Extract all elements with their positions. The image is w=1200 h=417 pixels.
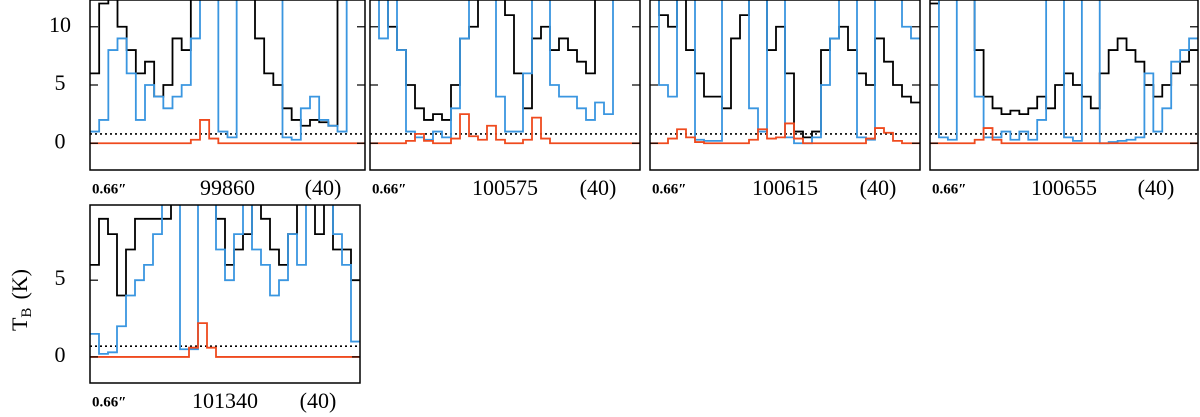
spectrum-line [378, 0, 614, 141]
panel [90, 205, 360, 358]
spectrum-line [387, 0, 596, 121]
spectrum-line [90, 0, 339, 127]
spectrum-line [90, 205, 360, 355]
frequency-label: 100575 [472, 175, 538, 200]
panel-frame [89, 204, 361, 384]
note-label: (40) [580, 175, 617, 200]
spectrum-line [650, 122, 920, 145]
y-label-main: T [7, 317, 32, 331]
frequency-label: 99860 [200, 175, 255, 200]
spectrum-line [90, 0, 348, 141]
beam-label: 0.66″ [92, 181, 127, 197]
y-tick-label: 10 [49, 12, 71, 37]
note-label: (40) [1138, 175, 1175, 200]
panel [370, 0, 640, 145]
spectrum-line [930, 127, 1198, 145]
panel [930, 0, 1198, 145]
spectrum-line [90, 119, 365, 145]
y-tick-label: 0 [55, 342, 66, 367]
y-tick-label: 5 [55, 265, 66, 290]
frequency-label: 100615 [752, 175, 818, 200]
beam-label: 0.66″ [372, 181, 407, 197]
spectrum-line [658, 0, 920, 145]
note-label: (40) [860, 175, 897, 200]
panel [650, 0, 920, 145]
note-label: (40) [305, 175, 342, 200]
y-label-sub: B [19, 308, 35, 318]
frequency-label: 100655 [1031, 175, 1097, 200]
spectrum-line [90, 322, 360, 358]
panel-frame [89, 0, 366, 171]
y-tick-label: 5 [55, 70, 66, 95]
y-axis-label: TB (K) [7, 269, 35, 331]
beam-label: 0.66″ [92, 394, 127, 410]
y-label-unit: (K) [7, 269, 32, 300]
note-label: (40) [300, 388, 337, 413]
beam-label: 0.66″ [932, 181, 967, 197]
spectrum-line [370, 113, 640, 145]
frequency-label: 101340 [192, 388, 258, 413]
beam-label: 0.66″ [652, 181, 687, 197]
spectrum-line [938, 0, 1198, 145]
y-tick-label: 0 [55, 128, 66, 153]
panel [90, 0, 365, 145]
